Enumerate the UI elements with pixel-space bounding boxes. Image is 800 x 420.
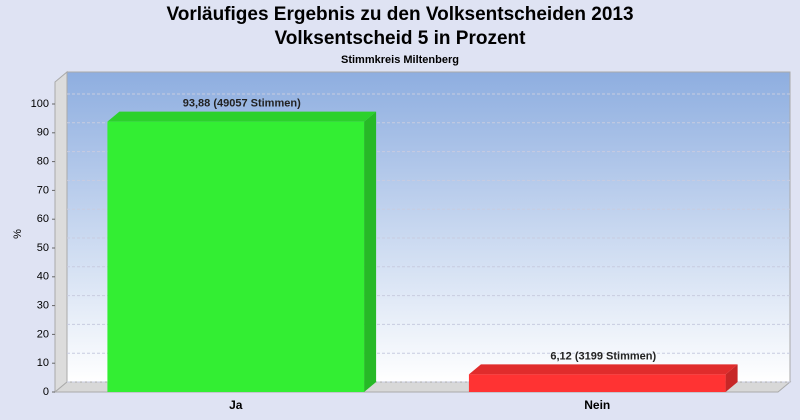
bar-top [107, 111, 377, 122]
y-tick-label: 70 [37, 184, 49, 196]
y-tick-label: 100 [31, 98, 49, 110]
chart-title: Volksentscheid 5 in Prozent [275, 28, 527, 49]
y-tick-label: 30 [37, 300, 49, 312]
y-axis-label: % [12, 229, 24, 239]
y-tick-label: 40 [37, 271, 49, 283]
value-label: 93,88 (49057 Stimmen) [183, 98, 301, 110]
bar [468, 374, 726, 392]
bar-top-shade [107, 111, 377, 122]
y-tick-label: 60 [37, 213, 49, 225]
value-label: 6,12 (3199 Stimmen) [550, 350, 656, 362]
bar [107, 121, 365, 392]
bar-top [468, 364, 738, 375]
y-tick-label: 20 [37, 328, 49, 340]
bar-top-shade [468, 364, 738, 375]
y-tick-label: 80 [37, 156, 49, 168]
chart-title: Vorläufiges Ergebnis zu den Volksentsche… [166, 4, 633, 25]
y-tick-label: 0 [43, 386, 49, 398]
x-tick-label: Nein [584, 398, 610, 412]
y-tick-label: 10 [37, 357, 49, 369]
bar-side-shade [364, 111, 377, 392]
bar-side [364, 111, 377, 392]
side-wall [54, 70, 68, 394]
x-tick-label: Ja [229, 398, 243, 412]
y-tick-label: 50 [37, 242, 49, 254]
bar-side-shade [725, 364, 738, 392]
y-tick-label: 90 [37, 127, 49, 139]
chart-subtitle: Stimmkreis Miltenberg [341, 54, 459, 66]
bar-side [725, 364, 738, 392]
